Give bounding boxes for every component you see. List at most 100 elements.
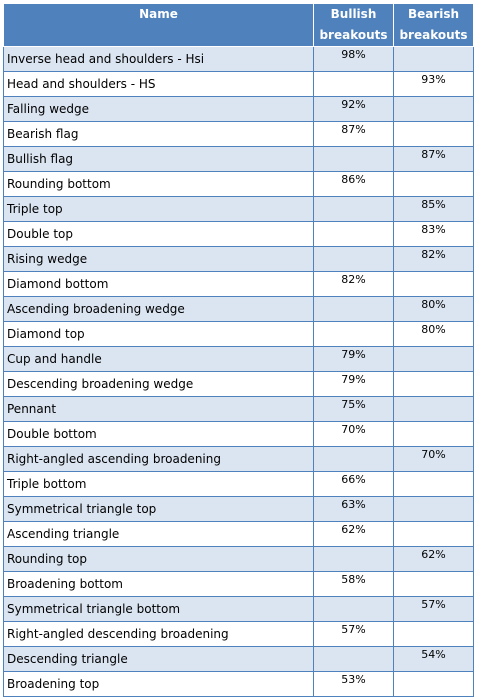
bullish-cell — [313, 646, 394, 672]
table-row: Triple top 85% — [3, 196, 474, 222]
bearish-cell — [393, 371, 474, 397]
bearish-cell: 80% — [393, 321, 474, 347]
table-row: Symmetrical triangle top 63% — [3, 496, 474, 522]
pattern-name-cell: Inverse head and shoulders - Hsi — [3, 46, 314, 72]
bearish-cell — [393, 421, 474, 447]
table-row: Descending triangle 54% — [3, 646, 474, 672]
pattern-name-cell: Broadening bottom — [3, 571, 314, 597]
pattern-name-cell: Diamond bottom — [3, 271, 314, 297]
table-row: Descending broadening wedge 79% — [3, 371, 474, 397]
bullish-cell — [313, 71, 394, 97]
bearish-cell — [393, 46, 474, 72]
table-row: Head and shoulders - HS 93% — [3, 71, 474, 97]
table-row: Ascending triangle 62% — [3, 521, 474, 547]
pattern-name-cell: Triple top — [3, 196, 314, 222]
pattern-name-cell: Head and shoulders - HS — [3, 71, 314, 97]
pattern-name-cell: Right-angled ascending broadening — [3, 446, 314, 472]
table-row: Right-angled descending broadening 57% — [3, 621, 474, 647]
table-row: Rounding top 62% — [3, 546, 474, 572]
table-header: Name Bullish breakouts Bearish breakouts — [3, 3, 474, 47]
bullish-cell: 58% — [313, 571, 394, 597]
bullish-cell: 92% — [313, 96, 394, 122]
pattern-name-cell: Symmetrical triangle top — [3, 496, 314, 522]
bearish-cell — [393, 571, 474, 597]
bullish-cell: 87% — [313, 121, 394, 147]
bullish-cell: 63% — [313, 496, 394, 522]
bullish-cell: 82% — [313, 271, 394, 297]
pattern-name-cell: Descending broadening wedge — [3, 371, 314, 397]
table-row: Inverse head and shoulders - Hsi 98% — [3, 46, 474, 72]
pattern-name-cell: Diamond top — [3, 321, 314, 347]
bearish-cell — [393, 471, 474, 497]
header-bearish: Bearish breakouts — [393, 3, 474, 47]
pattern-name-cell: Descending triangle — [3, 646, 314, 672]
pattern-name-cell: Double bottom — [3, 421, 314, 447]
bullish-cell — [313, 546, 394, 572]
bullish-cell: 66% — [313, 471, 394, 497]
table-row: Pennant 75% — [3, 396, 474, 422]
bearish-cell — [393, 671, 474, 697]
header-name: Name — [3, 3, 314, 47]
bullish-cell: 86% — [313, 171, 394, 197]
table-row: Bullish flag 87% — [3, 146, 474, 172]
table-row: Triple bottom 66% — [3, 471, 474, 497]
table-row: Rounding bottom 86% — [3, 171, 474, 197]
bullish-cell: 79% — [313, 371, 394, 397]
pattern-name-cell: Cup and handle — [3, 346, 314, 372]
pattern-name-cell: Symmetrical triangle bottom — [3, 596, 314, 622]
bullish-cell: 98% — [313, 46, 394, 72]
bullish-cell: 53% — [313, 671, 394, 697]
table-row: Broadening bottom 58% — [3, 571, 474, 597]
bearish-cell — [393, 346, 474, 372]
bullish-cell — [313, 196, 394, 222]
bearish-cell — [393, 521, 474, 547]
pattern-name-cell: Falling wedge — [3, 96, 314, 122]
bullish-cell: 70% — [313, 421, 394, 447]
table-row: Diamond top 80% — [3, 321, 474, 347]
pattern-name-cell: Ascending broadening wedge — [3, 296, 314, 322]
bearish-cell — [393, 496, 474, 522]
table-row: Cup and handle 79% — [3, 346, 474, 372]
pattern-breakout-table: Name Bullish breakouts Bearish breakouts… — [3, 3, 474, 697]
bearish-cell — [393, 171, 474, 197]
table-row: Broadening top 53% — [3, 671, 474, 697]
table-row: Symmetrical triangle bottom 57% — [3, 596, 474, 622]
pattern-name-cell: Ascending triangle — [3, 521, 314, 547]
pattern-name-cell: Bearish flag — [3, 121, 314, 147]
pattern-name-cell: Triple bottom — [3, 471, 314, 497]
bearish-cell: 82% — [393, 246, 474, 272]
bearish-cell: 57% — [393, 596, 474, 622]
table-row: Double bottom 70% — [3, 421, 474, 447]
table-row: Falling wedge 92% — [3, 96, 474, 122]
header-bullish: Bullish breakouts — [313, 3, 394, 47]
bullish-cell: 79% — [313, 346, 394, 372]
bearish-cell — [393, 621, 474, 647]
pattern-name-cell: Pennant — [3, 396, 314, 422]
bullish-cell: 62% — [313, 521, 394, 547]
bullish-cell — [313, 246, 394, 272]
bullish-cell: 57% — [313, 621, 394, 647]
pattern-name-cell: Broadening top — [3, 671, 314, 697]
table-row: Diamond bottom 82% — [3, 271, 474, 297]
bullish-cell — [313, 221, 394, 247]
bullish-cell — [313, 146, 394, 172]
bullish-cell — [313, 296, 394, 322]
pattern-name-cell: Double top — [3, 221, 314, 247]
bearish-cell — [393, 121, 474, 147]
bullish-cell — [313, 321, 394, 347]
pattern-name-cell: Bullish flag — [3, 146, 314, 172]
bearish-cell — [393, 396, 474, 422]
bearish-cell: 62% — [393, 546, 474, 572]
bearish-cell — [393, 271, 474, 297]
bullish-cell — [313, 596, 394, 622]
bearish-cell: 80% — [393, 296, 474, 322]
table-row: Bearish flag 87% — [3, 121, 474, 147]
bearish-cell: 83% — [393, 221, 474, 247]
pattern-name-cell: Rounding top — [3, 546, 314, 572]
table-row: Double top 83% — [3, 221, 474, 247]
pattern-name-cell: Right-angled descending broadening — [3, 621, 314, 647]
bearish-cell: 54% — [393, 646, 474, 672]
table-row: Right-angled ascending broadening 70% — [3, 446, 474, 472]
pattern-name-cell: Rising wedge — [3, 246, 314, 272]
pattern-name-cell: Rounding bottom — [3, 171, 314, 197]
